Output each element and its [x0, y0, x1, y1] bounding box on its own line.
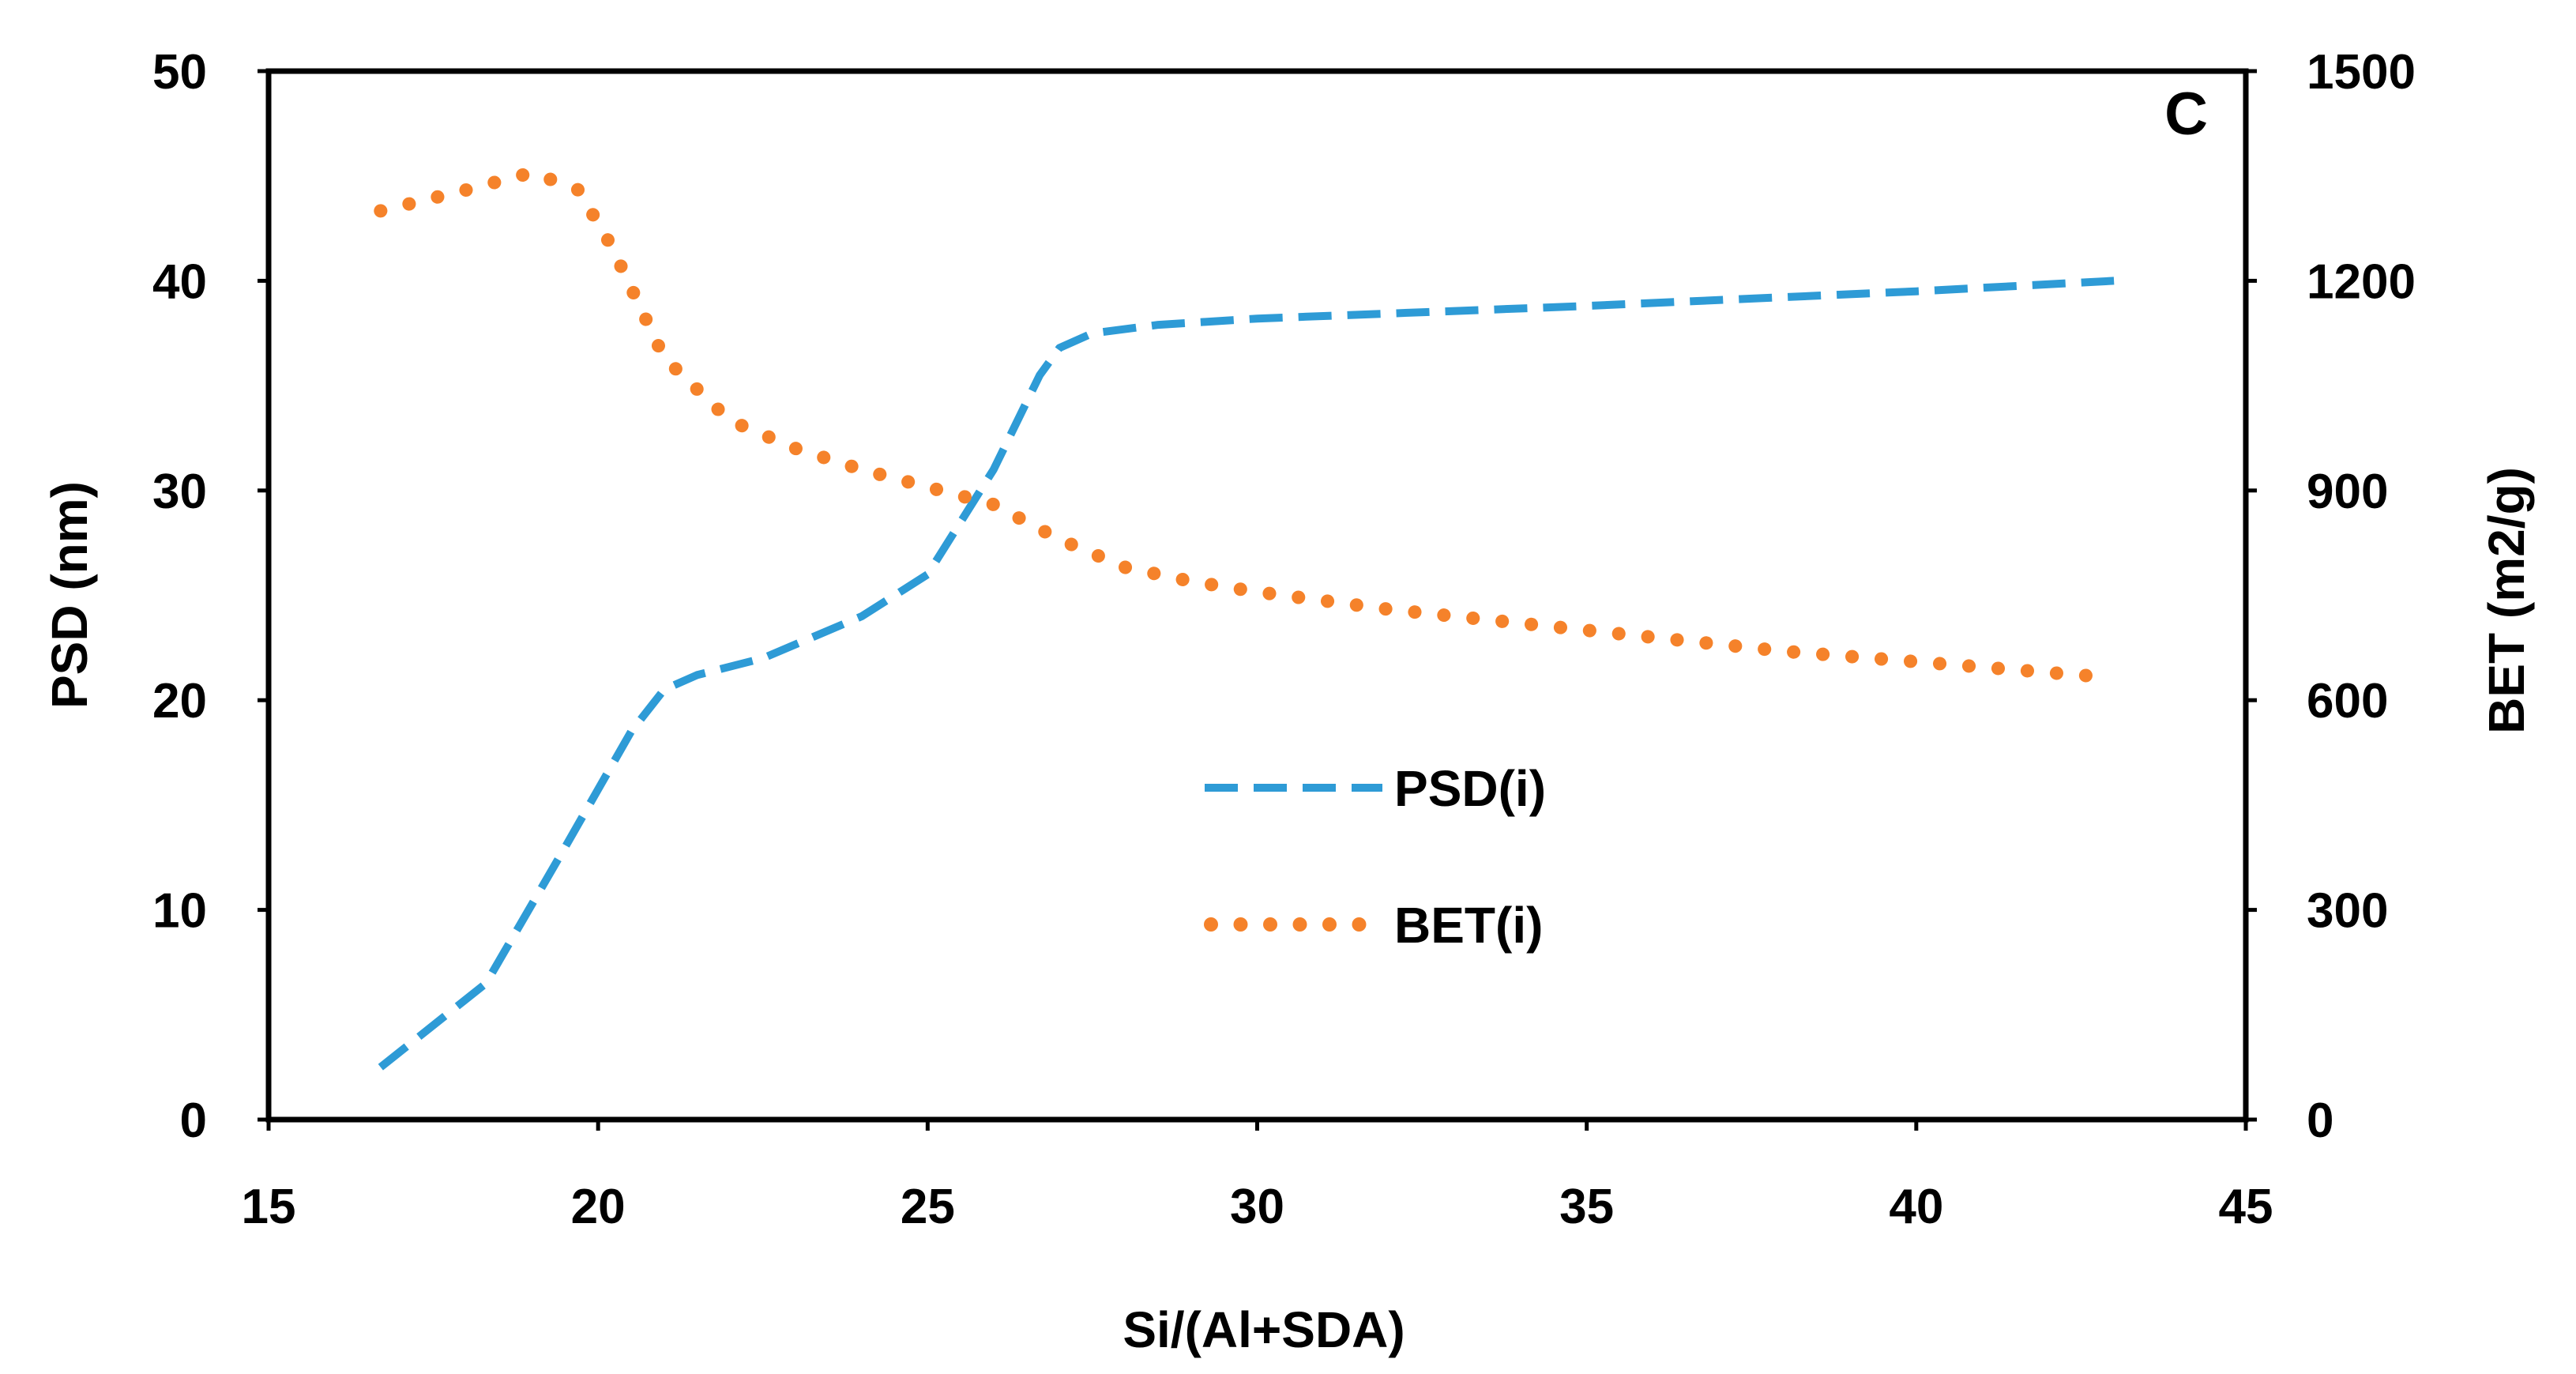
x-tick-label: 30	[1230, 1180, 1284, 1234]
y2-tick-label: 1200	[2307, 254, 2416, 309]
series-layer	[374, 165, 2121, 1071]
legend-psd-label: PSD(i)	[1394, 760, 1546, 817]
legend-bet-dot	[1233, 917, 1248, 932]
y2-tick-label: 600	[2307, 674, 2388, 728]
y2-tick-label: 900	[2307, 465, 2388, 519]
legend-bet-label: BET(i)	[1394, 897, 1543, 954]
y2-tick-label: 1500	[2307, 45, 2416, 100]
y-tick-label: 20	[152, 674, 207, 728]
y-tick-label: 0	[180, 1094, 207, 1148]
plot-area-frame	[265, 68, 2249, 1123]
y-tick-label: 40	[152, 254, 207, 309]
series-line-bet-i	[374, 165, 2121, 685]
series-line-psd-i	[378, 277, 2115, 1071]
x-tick-label: 20	[571, 1180, 626, 1234]
y-tick-label: 50	[152, 45, 207, 100]
legend-bet-dot	[1322, 917, 1337, 932]
y-tick-label: 10	[152, 884, 207, 939]
y2-axis-ticks: 0 300 600 900 1200 1500	[2246, 45, 2416, 1148]
x-tick-label: 40	[1889, 1180, 1943, 1234]
legend-bet-swatch	[1204, 917, 1367, 932]
y2-axis-label: BET (m2/g)	[2478, 467, 2535, 734]
y2-tick-label: 0	[2307, 1094, 2333, 1148]
legend-bet-dot	[1352, 917, 1367, 932]
legend: PSD(i) BET(i)	[1204, 760, 1546, 954]
x-tick-label: 25	[901, 1180, 955, 1234]
x-tick-label: 35	[1559, 1180, 1614, 1234]
legend-bet-dot	[1204, 917, 1218, 932]
y-tick-label: 30	[152, 465, 207, 519]
y-axis-label: PSD (nm)	[41, 481, 98, 709]
panel-label: C	[2164, 81, 2208, 148]
y-axis-ticks: 0 10 20 30 40 50	[152, 45, 269, 1148]
y2-tick-label: 300	[2307, 884, 2388, 939]
x-axis-label: Si/(Al+SDA)	[1123, 1301, 1405, 1358]
legend-bet-dot	[1263, 917, 1277, 932]
x-axis-ticks: 15 20 25 30 35 40 45	[242, 1120, 2273, 1234]
x-tick-label: 45	[2219, 1180, 2273, 1234]
x-tick-label: 15	[242, 1180, 296, 1234]
legend-bet-dot	[1292, 917, 1307, 932]
